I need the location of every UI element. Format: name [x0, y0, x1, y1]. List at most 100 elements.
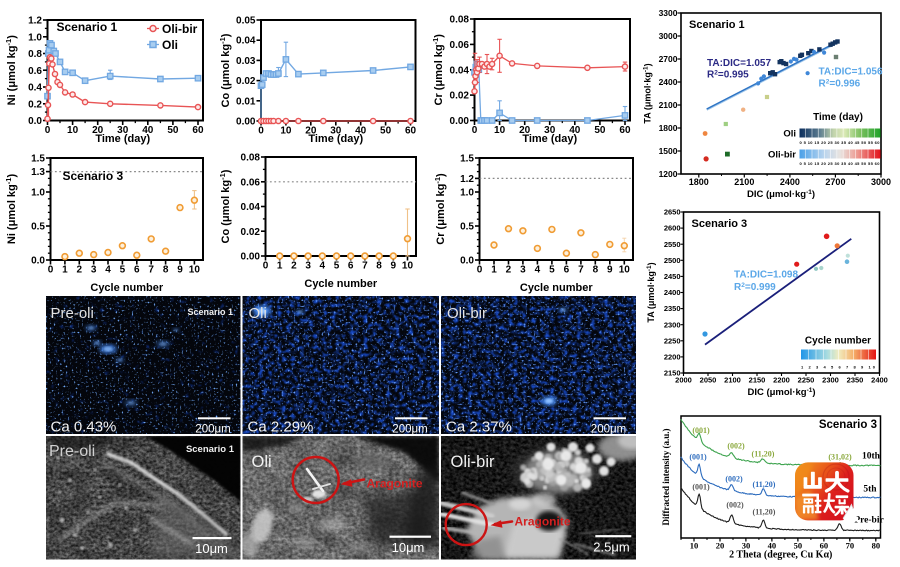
- svg-text:10: 10: [690, 541, 699, 551]
- svg-text:Pre-oli: Pre-oli: [51, 305, 94, 322]
- svg-text:(001): (001): [692, 426, 710, 435]
- svg-text:6: 6: [348, 261, 354, 272]
- svg-text:0.5: 0.5: [31, 222, 45, 233]
- svg-text:0.00: 0.00: [241, 252, 261, 263]
- svg-text:1.5: 1.5: [460, 154, 474, 165]
- svg-text:2.5μm: 2.5μm: [593, 540, 629, 555]
- svg-text:7: 7: [578, 265, 584, 276]
- svg-text:Ni (μmol kg-1): Ni (μmol kg-1): [4, 174, 19, 245]
- svg-text:2: 2: [291, 261, 297, 272]
- svg-text:4: 4: [320, 261, 326, 272]
- svg-text:Ca 2.29%: Ca 2.29%: [248, 419, 314, 436]
- svg-text:0.4: 0.4: [28, 83, 42, 94]
- svg-text:10: 10: [67, 125, 79, 136]
- svg-text:6: 6: [564, 265, 570, 276]
- svg-text:(002): (002): [725, 475, 743, 484]
- svg-text:Oli: Oli: [162, 38, 178, 52]
- svg-text:Cycle number: Cycle number: [90, 282, 163, 294]
- svg-text:Oli: Oli: [252, 453, 272, 471]
- svg-text:Time (day): Time (day): [308, 133, 363, 145]
- svg-text:3000: 3000: [659, 31, 678, 41]
- svg-text:Time (day): Time (day): [522, 133, 577, 145]
- svg-text:0.05: 0.05: [236, 16, 256, 27]
- svg-text:2100: 2100: [734, 177, 754, 187]
- svg-text:8: 8: [593, 265, 599, 276]
- svg-text:0: 0: [472, 125, 478, 136]
- svg-text:Aragonite: Aragonite: [367, 477, 423, 491]
- svg-text:20: 20: [519, 125, 531, 136]
- svg-text:30: 30: [742, 541, 751, 551]
- svg-text:40: 40: [569, 125, 581, 136]
- svg-text:0.0: 0.0: [460, 256, 474, 267]
- svg-text:30: 30: [117, 125, 129, 136]
- svg-text:(11,20): (11,20): [753, 508, 776, 517]
- svg-text:8: 8: [163, 265, 169, 276]
- svg-text:2300: 2300: [822, 376, 839, 385]
- svg-text:Ca 2.37%: Ca 2.37%: [446, 419, 512, 436]
- svg-text:0.04: 0.04: [241, 202, 261, 213]
- svg-text:5: 5: [334, 261, 340, 272]
- svg-text:10μm: 10μm: [392, 540, 425, 555]
- svg-text:Cycle number: Cycle number: [304, 278, 377, 290]
- svg-text:Oli: Oli: [249, 305, 267, 322]
- svg-text:0.5: 0.5: [460, 222, 474, 233]
- svg-text:2200: 2200: [664, 353, 681, 362]
- svg-text:0.06: 0.06: [450, 40, 470, 51]
- svg-text:2700: 2700: [825, 177, 845, 187]
- svg-text:Oli-bir: Oli-bir: [768, 150, 796, 161]
- svg-text:0.08: 0.08: [241, 153, 261, 164]
- svg-text:2 Theta (degree, Cu Kα): 2 Theta (degree, Cu Kα): [729, 550, 832, 561]
- svg-text:(31,02): (31,02): [828, 453, 852, 462]
- svg-text:2000: 2000: [675, 376, 692, 385]
- svg-text:2400: 2400: [780, 177, 800, 187]
- svg-text:1800: 1800: [689, 177, 709, 187]
- svg-text:0.04: 0.04: [450, 65, 470, 76]
- svg-text:0.08: 0.08: [450, 15, 470, 26]
- svg-text:10: 10: [402, 261, 414, 272]
- svg-text:R2=0.999: R2=0.999: [734, 282, 776, 294]
- svg-text:1: 1: [491, 265, 497, 276]
- svg-text:0: 0: [258, 126, 264, 137]
- svg-text:2400: 2400: [659, 77, 678, 87]
- svg-text:5th: 5th: [863, 485, 877, 495]
- svg-text:2050: 2050: [700, 376, 717, 385]
- svg-text:20: 20: [716, 541, 725, 551]
- svg-text:1800: 1800: [659, 123, 678, 133]
- svg-text:50: 50: [380, 126, 392, 137]
- svg-text:0: 0: [45, 125, 51, 136]
- svg-text:40: 40: [355, 126, 367, 137]
- svg-text:Cr (μmol kg-1): Cr (μmol kg-1): [433, 173, 448, 245]
- svg-text:2: 2: [76, 265, 82, 276]
- svg-text:(11,20): (11,20): [753, 480, 776, 489]
- svg-text:1.2: 1.2: [28, 16, 42, 27]
- svg-text:200μm: 200μm: [591, 424, 626, 436]
- svg-text:(11,20): (11,20): [752, 450, 775, 459]
- svg-text:Oli-bir: Oli-bir: [447, 305, 487, 322]
- svg-text:1.0: 1.0: [460, 188, 474, 199]
- svg-text:10μm: 10μm: [195, 541, 228, 556]
- svg-text:2100: 2100: [659, 100, 678, 110]
- svg-text:0: 0: [48, 265, 54, 276]
- svg-text:1.2: 1.2: [460, 174, 474, 185]
- svg-text:0.8: 0.8: [28, 49, 42, 60]
- svg-text:3: 3: [305, 261, 311, 272]
- svg-text:Diffracted intensity (a.u.): Diffracted intensity (a.u.): [661, 429, 671, 526]
- svg-text:Scenario 1: Scenario 1: [57, 20, 118, 34]
- svg-text:10: 10: [619, 265, 631, 276]
- svg-text:2600: 2600: [664, 224, 681, 233]
- svg-text:(002): (002): [726, 501, 744, 510]
- svg-text:2400: 2400: [664, 288, 681, 297]
- svg-text:5: 5: [549, 265, 555, 276]
- svg-text:9: 9: [607, 265, 613, 276]
- svg-text:1.0: 1.0: [31, 188, 45, 199]
- svg-text:0.0: 0.0: [28, 116, 42, 127]
- svg-text:1: 1: [277, 261, 283, 272]
- svg-text:10: 10: [189, 265, 201, 276]
- svg-text:(001): (001): [689, 453, 707, 462]
- svg-text:2250: 2250: [664, 336, 681, 345]
- svg-text:0.0: 0.0: [31, 256, 45, 267]
- svg-text:3300: 3300: [659, 8, 678, 18]
- svg-text:0.02: 0.02: [236, 76, 256, 87]
- svg-text:0: 0: [477, 265, 483, 276]
- svg-text:TA (μmol·kg-1): TA (μmol·kg-1): [646, 262, 657, 322]
